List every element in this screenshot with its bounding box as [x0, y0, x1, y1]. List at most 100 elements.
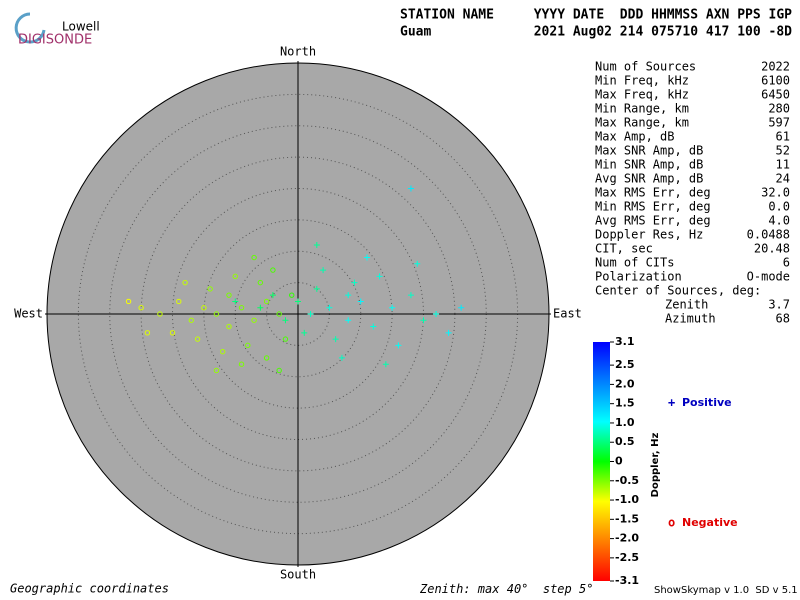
stat-value: 61 — [776, 130, 790, 144]
positive-point — [351, 279, 358, 286]
positive-point — [407, 292, 414, 299]
stat-label: Max Amp, dB — [595, 130, 674, 144]
footer-version: ShowSkymap v 1.0 SD v 5.1 — [654, 585, 798, 596]
footer-coordinates: Geographic coordinates — [10, 582, 169, 596]
positive-point — [232, 298, 239, 305]
stat-label: CIT, sec — [595, 242, 653, 256]
positive-point — [320, 267, 327, 274]
direction-label: West — [14, 307, 43, 321]
positive-point — [407, 185, 414, 192]
colorbar-tick-label: 2.0 — [615, 377, 635, 390]
negative-point — [263, 355, 270, 361]
negative-point — [144, 330, 151, 336]
header-values: 2021 Aug02 214 075710 417 100 -8D — [534, 25, 792, 40]
negative-point — [213, 311, 220, 317]
zenith-step: 5° — [579, 582, 593, 596]
stat-value: 11 — [776, 158, 790, 172]
stat-value: 280 — [768, 102, 790, 116]
stat-label: Zenith — [665, 298, 708, 312]
logo-bottom: DIGISONDE — [18, 33, 92, 48]
colorbar-tick-label: -0.5 — [615, 474, 639, 487]
stat-value: 6 — [783, 256, 790, 270]
header-station: Guam — [400, 25, 431, 40]
direction-label: South — [280, 568, 316, 582]
stat-label: Max Freq, kHz — [595, 88, 689, 102]
stat-label: Min Range, km — [595, 102, 689, 116]
stat-label: Min SNR Amp, dB — [595, 158, 703, 172]
negative-point — [226, 292, 232, 298]
positive-point — [345, 292, 352, 299]
stat-value: 0.0 — [768, 200, 790, 214]
logo-top: Lowell — [62, 20, 100, 34]
positive-point — [301, 329, 308, 336]
stat-value: 6450 — [761, 88, 790, 102]
colorbar-tick-label: -1.0 — [615, 493, 639, 506]
colorbar-tick-label: 2.5 — [615, 358, 635, 371]
stat-value: 3.7 — [768, 298, 790, 312]
positive-point — [389, 304, 396, 311]
stat-value: 597 — [768, 116, 790, 130]
direction-label: East — [553, 307, 582, 321]
legend-label: Negative — [682, 516, 738, 529]
negative-point — [125, 298, 132, 305]
direction-label: North — [280, 45, 316, 59]
stat-value: 6100 — [761, 74, 790, 88]
stat-label: Avg RMS Err, deg — [595, 214, 711, 228]
positive-point — [414, 260, 421, 267]
stat-value: 20.48 — [754, 242, 790, 256]
positive-point — [420, 317, 427, 324]
positive-point — [458, 304, 465, 311]
negative-point — [220, 348, 226, 355]
step-label: step — [543, 582, 572, 596]
negative-point — [138, 305, 144, 311]
colorbar-tick-label: -3.1 — [615, 574, 639, 587]
colorbar-tick-label: 0 — [615, 455, 623, 468]
stat-label: Min RMS Err, deg — [595, 200, 711, 214]
stat-label: Min Freq, kHz — [595, 74, 689, 88]
stat-label: Polarization — [595, 270, 682, 284]
colorbar-tick-label: 3.1 — [615, 335, 635, 348]
stat-label: Num of CITs — [595, 256, 674, 270]
stat-value: 0.0488 — [747, 228, 790, 242]
positive-point — [338, 354, 345, 361]
positive-point — [257, 304, 264, 311]
legend-marker: + — [668, 396, 675, 410]
negative-point — [169, 330, 176, 336]
stat-value: 68 — [776, 312, 790, 326]
positive-point — [370, 323, 377, 330]
negative-point — [176, 298, 182, 305]
positive-point — [357, 298, 364, 305]
negative-point — [238, 361, 245, 367]
positive-point — [307, 311, 314, 317]
positive-point — [433, 311, 440, 317]
negative-point — [282, 336, 289, 342]
negative-point — [213, 367, 220, 374]
negative-point — [251, 317, 257, 323]
stat-label: Azimuth — [665, 312, 716, 326]
header-columns: STATION NAME — [400, 8, 494, 23]
stat-value: 4.0 — [768, 214, 790, 228]
positive-point — [364, 254, 371, 261]
stat-label: Avg SNR Amp, dB — [595, 172, 703, 186]
zenith-label: Zenith: max — [419, 582, 500, 596]
stat-label: Doppler Res, Hz — [595, 228, 703, 242]
positive-point — [326, 304, 333, 311]
colorbar-tick-label: -2.5 — [615, 551, 639, 564]
positive-point — [313, 285, 320, 292]
positive-point — [376, 273, 383, 280]
negative-point — [257, 279, 264, 286]
positive-point — [395, 342, 402, 349]
positive-point — [282, 317, 289, 324]
positive-point — [382, 361, 389, 368]
zenith-max: 40° — [507, 582, 529, 596]
stat-value: 32.0 — [761, 186, 790, 200]
negative-point — [276, 367, 282, 374]
negative-point — [194, 336, 201, 342]
legend-marker: o — [668, 516, 675, 530]
negative-point — [226, 323, 232, 330]
colorbar-label: Doppler, Hz — [650, 433, 661, 498]
footer-zenith: Zenith: max 40° step 5° — [419, 582, 593, 596]
stat-value: 2022 — [761, 60, 790, 74]
negative-point — [207, 286, 213, 292]
